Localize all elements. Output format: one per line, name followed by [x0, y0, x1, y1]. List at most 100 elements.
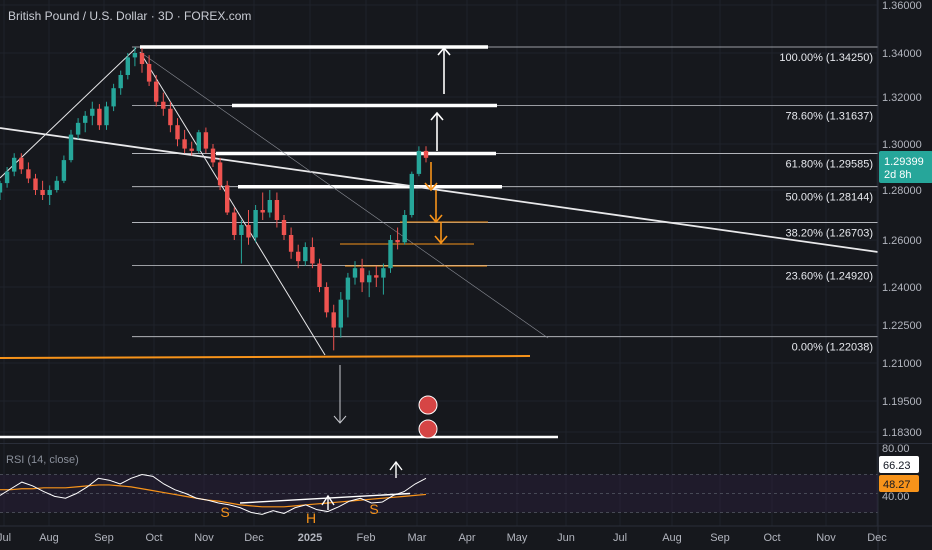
y-tick-label: 1.26000: [882, 235, 922, 247]
candle-body: [161, 101, 166, 109]
rsi-ma-label: 48.27: [883, 479, 911, 491]
x-tick-label: Sep: [710, 532, 730, 544]
candle-body: [239, 225, 244, 235]
rsi-value-label: 66.23: [883, 460, 911, 472]
last-price-tag: [879, 151, 932, 183]
candle-body: [19, 157, 24, 170]
shoulder-left-label: S: [220, 504, 229, 520]
candle-body: [381, 268, 386, 278]
candle-body: [274, 200, 280, 220]
candle-body: [288, 235, 294, 252]
candle-body: [374, 275, 379, 278]
y-tick-label: 1.28000: [882, 185, 922, 197]
candle-body: [146, 64, 152, 82]
candle-body: [338, 299, 344, 328]
x-tick-label: Oct: [145, 532, 162, 544]
head-label: H: [306, 510, 316, 526]
down-arrow-target-head: [333, 415, 347, 424]
candle-body: [90, 108, 95, 116]
candle-body: [118, 75, 123, 89]
rsi-tick-80: 80.00: [882, 443, 910, 455]
candle-body: [111, 88, 116, 107]
annotations-layer: [333, 46, 451, 439]
rsi-pane: S HS: [0, 460, 878, 526]
candle-body: [132, 53, 138, 58]
candle-body: [260, 210, 265, 213]
down-arrow-2-head: [429, 214, 443, 224]
candle-body: [267, 200, 273, 213]
candle-body: [40, 190, 45, 195]
fib-level-label: 50.00% (1.28144): [786, 192, 873, 204]
descending-trendline: [0, 127, 879, 253]
candle-body: [97, 108, 102, 126]
rising-trendline: [0, 47, 137, 179]
up-arrow-1-head: [437, 46, 451, 56]
uk-flag-icon: [418, 395, 438, 415]
chart-title: British Pound / U.S. Dollar · 3D · FOREX…: [8, 9, 252, 23]
candle-body: [331, 312, 336, 328]
y-tick-label: 1.36000: [882, 0, 922, 12]
candle-body: [217, 162, 223, 186]
x-tick-label: Mar: [408, 532, 427, 544]
fib-level-label: 100.00% (1.34250): [779, 52, 873, 64]
drawings-layer: 100.00% (1.34250) 78.60% (1.31637) 61.80% …: [0, 45, 879, 439]
x-tick-label: May: [507, 532, 528, 544]
candle-body: [68, 134, 74, 161]
fib-level-label: 78.60% (1.31637): [786, 111, 873, 123]
fib-diagonal: [139, 51, 549, 339]
candle-body: [125, 57, 131, 75]
candle-body: [168, 108, 173, 126]
candle-body: [11, 157, 17, 172]
x-tick-label: Jul: [0, 532, 11, 544]
x-tick-label: Dec: [867, 532, 887, 544]
candle-body: [54, 180, 60, 190]
support-line: [0, 355, 531, 359]
candle-body: [47, 190, 52, 195]
pane-separator[interactable]: [0, 443, 932, 444]
down-arrow-3-head: [434, 235, 448, 245]
countdown-label: 2d 8h: [884, 169, 912, 181]
candle-body: [253, 210, 258, 238]
us-flag-icon: [418, 419, 438, 439]
candle-body: [324, 287, 329, 313]
candle-body: [139, 53, 145, 64]
x-tick-label: Dec: [244, 532, 264, 544]
candle-body: [203, 132, 209, 149]
candle-body: [26, 169, 31, 179]
rsi-ma-tag: [879, 475, 919, 492]
y-tick-label: 1.34000: [882, 48, 922, 60]
candle-body: [0, 183, 3, 193]
candle-body: [388, 240, 393, 269]
candles-layer: [0, 47, 429, 351]
candle-body: [33, 178, 38, 190]
y-tick-label: 1.22500: [882, 320, 922, 332]
candle-body: [61, 160, 67, 181]
candle-body: [75, 122, 81, 135]
x-tick-label: Nov: [816, 532, 836, 544]
candle-body: [423, 150, 429, 158]
candle-body: [416, 150, 422, 174]
candle-body: [395, 240, 400, 243]
y-tick-label: 1.24000: [882, 282, 922, 294]
candle-body: [317, 263, 322, 287]
candle-body: [281, 220, 287, 235]
y-tick-label: 1.21000: [882, 358, 922, 370]
fib-level-label: 61.80% (1.29585): [786, 159, 873, 171]
candle-body: [409, 173, 415, 215]
candle-body: [196, 132, 202, 151]
x-tick-label: Aug: [39, 532, 59, 544]
candle-body: [153, 81, 159, 102]
x-tick-label: Jul: [613, 532, 627, 544]
x-tick-label: Aug: [662, 532, 682, 544]
candle-body: [4, 171, 10, 184]
fib-level-label: 23.60% (1.24920): [786, 270, 873, 282]
candle-body: [303, 247, 308, 262]
candle-body: [82, 115, 88, 123]
rsi-line: [0, 473, 427, 515]
grid-lines: [0, 0, 878, 526]
candle-body: [359, 268, 365, 283]
shoulder-right-label: S: [369, 501, 378, 517]
down-arrow-1-head: [424, 182, 438, 192]
time-axis: Jul Aug Sep Oct Nov Dec 2025 Feb Mar Apr May Jun Jul…: [0, 525, 932, 544]
